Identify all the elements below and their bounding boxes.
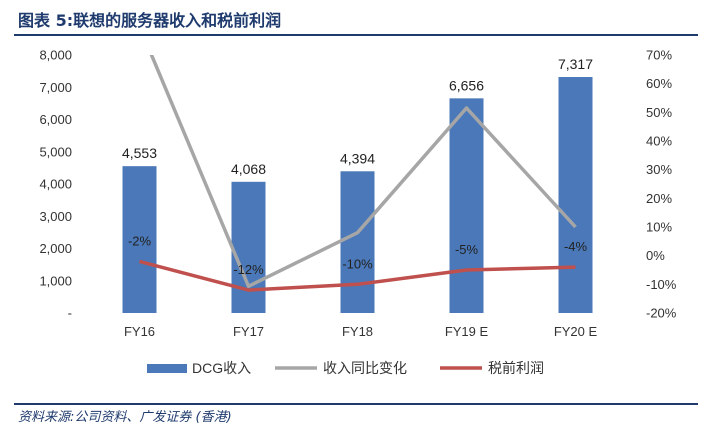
left-axis-ticks: - 1,000 2,000 3,000 4,000 5,000 6,000 7,000 8,00… [39,48,72,321]
left-tick-label: 1,000 [39,273,72,288]
right-tick-label: 10% [646,220,672,235]
x-tick-label: FY20 E [554,324,598,339]
x-tick-label: FY19 E [445,324,489,339]
right-tick-label: 70% [646,48,672,63]
bar-value-label: 4,553 [122,145,157,161]
right-tick-label: 30% [646,162,672,177]
right-tick-label: -20% [646,306,677,321]
profit-value-label: -10% [342,256,373,271]
yoy-change-line [149,55,577,289]
bar-value-label: 4,068 [231,161,266,177]
profit-value-label: -4% [564,239,588,254]
right-tick-label: 0% [646,248,665,263]
profit-value-label: -2% [128,233,152,248]
right-tick-label: 40% [646,134,672,149]
chart: - 1,000 2,000 3,000 4,000 5,000 6,000 7,000 8,00… [39,48,677,377]
bar-FY19E [449,98,484,314]
left-tick-label: 7,000 [39,80,72,95]
x-axis-labels: FY16 FY17 FY18 FY19 E FY20 E [124,324,598,339]
profit-data-labels: -2% -12% -10% -5% -4% [128,233,588,277]
left-tick-label: 5,000 [39,144,72,159]
bar-FY16 [122,166,157,313]
legend-swatch-bar [147,364,187,373]
right-tick-label: 50% [646,105,672,120]
legend-label-profit: 税前利润 [488,360,544,376]
chart-title: 图表 5:联想的服务器收入和税前利润 [18,11,282,30]
bar-series [122,77,593,314]
left-tick-label: 6,000 [39,112,72,127]
left-tick-label: 3,000 [39,209,72,224]
title-divider [14,34,698,36]
line-series [139,55,577,292]
profit-value-label: -12% [233,262,264,277]
left-tick-label: 4,000 [39,177,72,192]
bar-FY17 [231,181,266,313]
bar-data-labels: 4,553 4,068 4,394 6,656 7,317 [122,56,593,177]
bar-value-label: 4,394 [340,150,375,166]
bar-FY18 [340,171,375,313]
legend-label-yoy: 收入同比变化 [323,360,407,376]
right-axis-ticks: -20% -10% 0% 10% 20% 30% 40% 50% 60% 70% [646,48,677,321]
left-tick-label: - [68,306,72,321]
legend-label-bar: DCG收入 [192,360,251,376]
pretax-profit-line [139,259,576,292]
bar-FY20E [558,77,593,313]
bar-value-label: 6,656 [449,77,484,93]
right-tick-label: 60% [646,76,672,91]
left-tick-label: 2,000 [39,241,72,256]
right-tick-label: 20% [646,191,672,206]
legend: DCG收入 收入同比变化 税前利润 [147,360,544,376]
right-tick-label: -10% [646,277,677,292]
source-note: 资料来源:公司资料、广发证券 (香港) [18,410,232,425]
bar-value-label: 7,317 [558,56,593,72]
left-tick-label: 8,000 [39,48,72,63]
footer-divider [14,403,698,405]
x-tick-label: FY16 [124,324,155,339]
x-tick-label: FY18 [342,324,373,339]
x-tick-label: FY17 [233,324,264,339]
profit-value-label: -5% [455,242,479,257]
